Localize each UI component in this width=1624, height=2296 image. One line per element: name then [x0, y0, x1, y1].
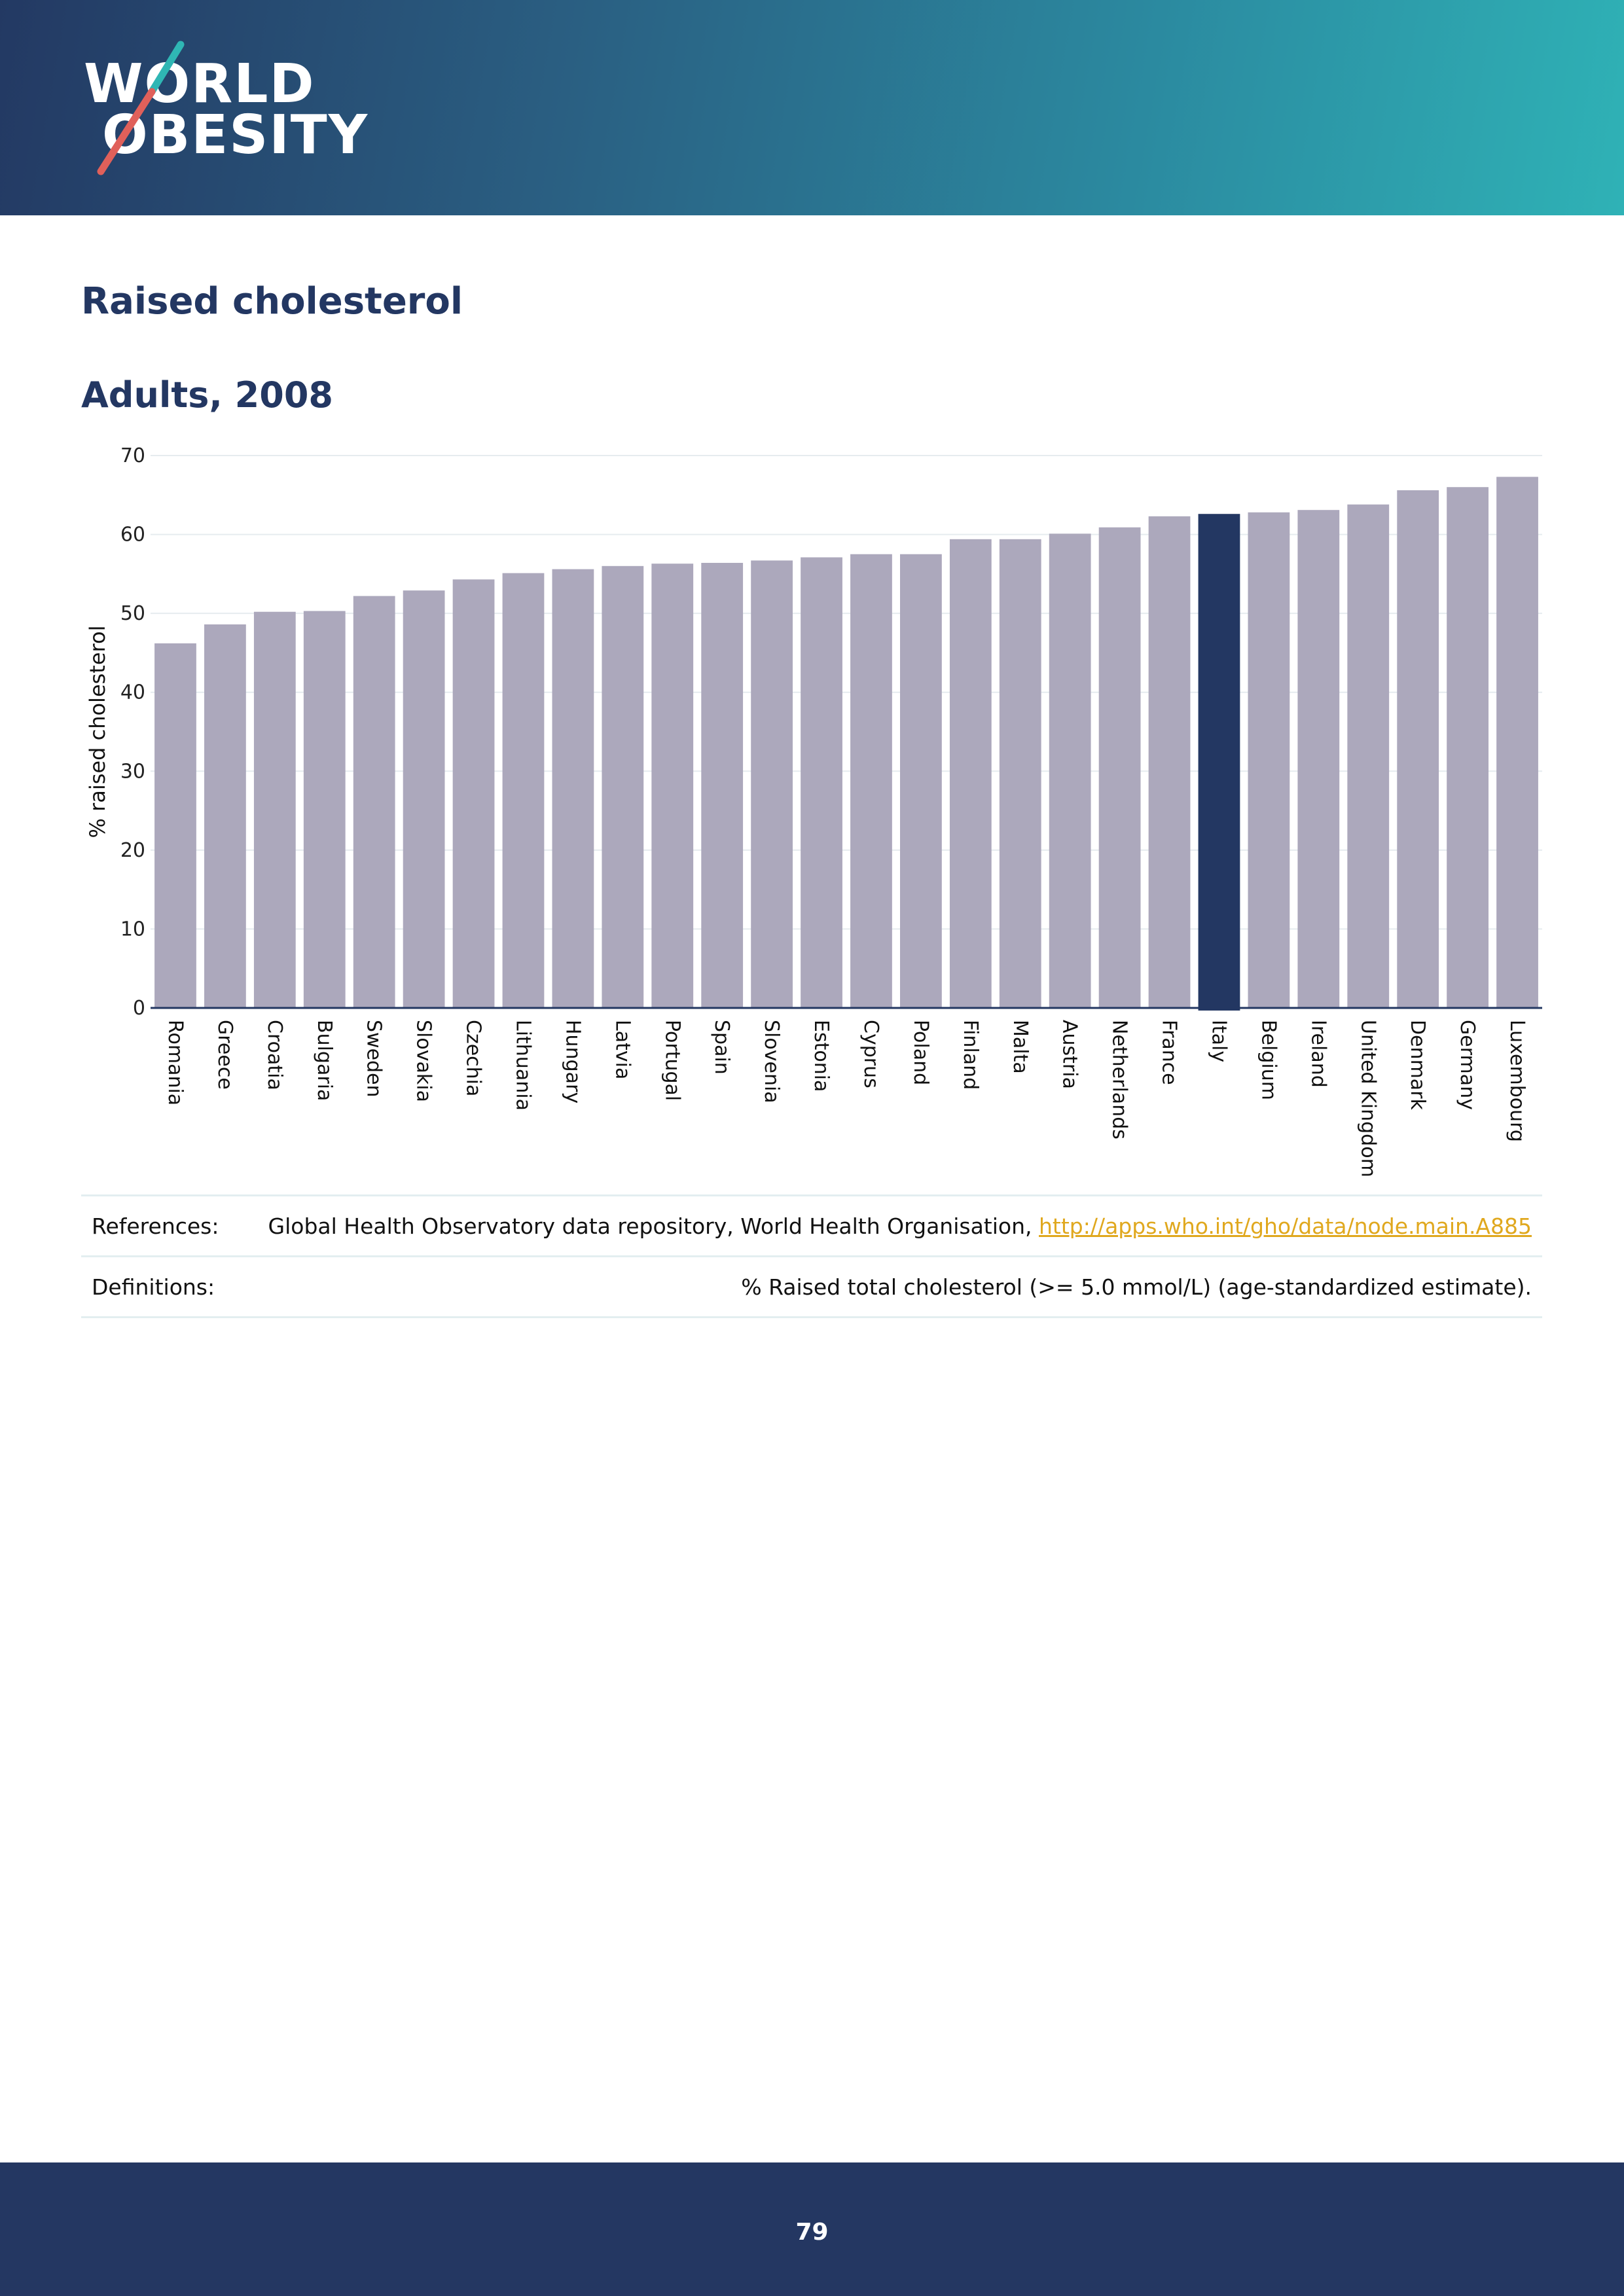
x-tick-label: Croatia — [263, 1020, 286, 1090]
x-tick-label: Sweden — [363, 1020, 386, 1098]
bar-finland — [949, 539, 992, 1008]
bar-poland — [900, 554, 942, 1008]
y-axis-label: % raised cholesterol — [85, 626, 110, 838]
bar-slovenia — [751, 560, 793, 1008]
bar-latvia — [602, 565, 644, 1008]
y-tick-label: 0 — [133, 997, 145, 1020]
bar-germany — [1447, 487, 1489, 1008]
definitions-value: % Raised total cholesterol (>= 5.0 mmol/… — [741, 1274, 1532, 1300]
x-tick-label: Portugal — [660, 1020, 683, 1101]
page-title: Raised cholesterol — [81, 280, 463, 323]
bar-greece — [204, 624, 246, 1008]
chart-subtitle: Adults, 2008 — [81, 374, 333, 416]
bar-denmark — [1397, 490, 1439, 1008]
bar-france — [1148, 516, 1191, 1008]
bar-croatia — [253, 611, 296, 1008]
x-tick-label: Germany — [1456, 1020, 1479, 1110]
y-tick-label: 60 — [120, 524, 145, 547]
world-obesity-logo[interactable]: WORLD OBESITY — [84, 41, 367, 178]
x-tick-label: Austria — [1058, 1020, 1081, 1089]
x-tick-label: Denmark — [1406, 1020, 1429, 1111]
x-tick-label: Slovenia — [760, 1020, 783, 1103]
y-tick-label: 40 — [120, 681, 145, 704]
logo-line-2: OBESITY — [102, 104, 369, 166]
x-tick-label: Lithuania — [511, 1020, 534, 1111]
bar-sweden — [353, 596, 395, 1008]
bar-bulgaria — [303, 611, 346, 1008]
x-tick-label: Slovakia — [412, 1020, 435, 1102]
x-tick-label: Ireland — [1307, 1020, 1329, 1088]
bar-united-kingdom — [1347, 504, 1390, 1008]
bar-chart: 0 10 20 30 40 50 60 70 % raised cholesterol Roman… — [85, 444, 1542, 1177]
x-tick-label: Hungary — [561, 1020, 584, 1103]
references-row: References: Global Health Observatory da… — [81, 1194, 1542, 1255]
bar-portugal — [651, 564, 694, 1008]
info-table: References: Global Health Observatory da… — [81, 1194, 1542, 1318]
x-tick-label: Finland — [959, 1020, 982, 1090]
header-banner: WORLD OBESITY — [0, 0, 1624, 215]
bar-estonia — [801, 557, 842, 1008]
bar-luxembourg — [1496, 476, 1538, 1008]
bar-lithuania — [502, 573, 545, 1008]
references-value: Global Health Observatory data repositor… — [268, 1213, 1532, 1239]
x-tick-label: United Kingdom — [1356, 1020, 1379, 1177]
bar-belgium — [1248, 512, 1290, 1008]
y-tick-label: 10 — [120, 918, 145, 941]
x-tick-label: Latvia — [611, 1020, 634, 1079]
definitions-row: Definitions: % Raised total cholesterol … — [81, 1255, 1542, 1318]
bar-hungary — [552, 569, 594, 1008]
definitions-label: Definitions: — [92, 1274, 215, 1300]
y-tick-label: 70 — [120, 444, 145, 467]
references-label: References: — [92, 1213, 219, 1239]
bar-italy — [1198, 514, 1240, 1011]
x-tick-label: Malta — [1009, 1020, 1032, 1074]
footer-bar: 79 — [0, 2162, 1624, 2296]
x-tick-label: Romania — [164, 1020, 187, 1105]
page-number: 79 — [795, 2219, 829, 2246]
x-tick-label: Cyprus — [859, 1020, 882, 1088]
x-tick-label: France — [1158, 1020, 1181, 1085]
y-tick-label: 50 — [120, 602, 145, 625]
bar-spain — [701, 562, 744, 1008]
x-tick-label: Greece — [213, 1020, 236, 1090]
logo-slash-icon — [97, 41, 185, 175]
x-tick-label: Czechia — [462, 1020, 485, 1096]
references-link[interactable]: http://apps.who.int/gho/data/node.main.A… — [1038, 1213, 1532, 1239]
x-tick-label: Poland — [909, 1020, 932, 1085]
bar-malta — [999, 539, 1041, 1008]
bar-cyprus — [850, 554, 892, 1008]
logo-line-1: WORLD — [84, 53, 316, 115]
x-tick-label: Luxembourg — [1506, 1020, 1528, 1142]
x-tick-label: Belgium — [1257, 1020, 1280, 1100]
y-tick-label: 30 — [120, 760, 145, 783]
bar-romania — [154, 643, 196, 1008]
x-tick-label: Netherlands — [1108, 1020, 1131, 1139]
x-tick-label: Italy — [1207, 1020, 1230, 1062]
x-tick-label: Bulgaria — [313, 1020, 336, 1101]
bar-netherlands — [1098, 527, 1141, 1008]
x-tick-label: Spain — [710, 1020, 733, 1075]
bar-slovakia — [403, 590, 445, 1008]
bar-czechia — [452, 579, 495, 1008]
references-text: Global Health Observatory data repositor… — [268, 1213, 1039, 1239]
y-tick-label: 20 — [120, 839, 145, 862]
x-tick-label: Estonia — [810, 1020, 833, 1092]
bar-austria — [1049, 533, 1091, 1008]
bar-ireland — [1297, 510, 1340, 1008]
